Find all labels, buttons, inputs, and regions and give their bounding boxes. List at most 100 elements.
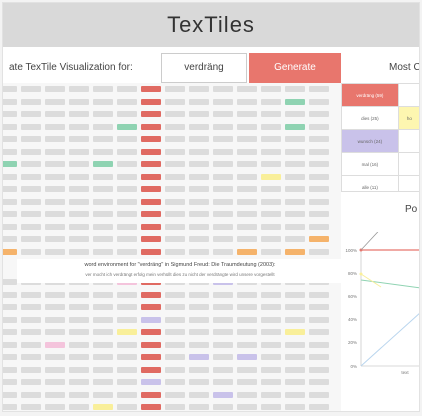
- word-tile[interactable]: [117, 123, 137, 130]
- word-tile[interactable]: [237, 86, 257, 92]
- word-tile[interactable]: [21, 223, 41, 230]
- word-tile[interactable]: [117, 341, 137, 348]
- word-tile[interactable]: [93, 98, 113, 105]
- word-tile[interactable]: [285, 223, 305, 230]
- word-tile[interactable]: [93, 341, 113, 348]
- word-tile[interactable]: [213, 173, 233, 180]
- word-tile[interactable]: [93, 136, 113, 142]
- table-cell[interactable]: verdräng (59): [341, 83, 399, 107]
- word-tile[interactable]: [285, 136, 305, 142]
- word-tile[interactable]: [237, 186, 257, 192]
- table-row[interactable]: verdräng (59): [341, 83, 419, 107]
- word-tile[interactable]: [189, 161, 209, 167]
- word-tile[interactable]: [309, 379, 329, 385]
- word-tile[interactable]: [21, 186, 41, 192]
- keyword-tile[interactable]: [141, 148, 161, 155]
- word-tile[interactable]: [3, 404, 17, 410]
- word-tile[interactable]: [45, 111, 65, 117]
- word-tile[interactable]: [213, 366, 233, 373]
- word-tile[interactable]: [165, 379, 185, 385]
- word-tile[interactable]: [285, 248, 305, 255]
- word-tile[interactable]: [213, 148, 233, 155]
- word-tile[interactable]: [285, 111, 305, 117]
- word-tile[interactable]: [3, 136, 17, 142]
- word-tile[interactable]: [261, 98, 281, 105]
- word-tile[interactable]: [213, 111, 233, 117]
- word-tile[interactable]: [261, 379, 281, 385]
- word-tile[interactable]: [165, 304, 185, 310]
- word-tile[interactable]: [165, 111, 185, 117]
- word-tile[interactable]: [189, 304, 209, 310]
- word-tile[interactable]: [117, 186, 137, 192]
- word-tile[interactable]: [189, 379, 209, 385]
- word-tile[interactable]: [3, 173, 17, 180]
- keyword-tile[interactable]: [141, 223, 161, 230]
- word-tile[interactable]: [117, 98, 137, 105]
- word-tile[interactable]: [189, 391, 209, 398]
- word-tile[interactable]: [261, 186, 281, 192]
- word-tile[interactable]: [21, 148, 41, 155]
- keyword-tile[interactable]: [141, 248, 161, 255]
- keyword-tile[interactable]: [141, 316, 161, 323]
- word-tile[interactable]: [93, 391, 113, 398]
- word-tile[interactable]: [237, 236, 257, 242]
- word-tile[interactable]: [237, 111, 257, 117]
- word-tile[interactable]: [285, 161, 305, 167]
- word-tile[interactable]: [117, 304, 137, 310]
- word-tile[interactable]: [69, 148, 89, 155]
- word-tile[interactable]: [117, 291, 137, 298]
- word-tile[interactable]: [261, 198, 281, 205]
- word-tile[interactable]: [3, 223, 17, 230]
- word-tile[interactable]: [69, 211, 89, 217]
- word-tile[interactable]: [237, 354, 257, 360]
- word-tile[interactable]: [45, 186, 65, 192]
- word-tile[interactable]: [213, 98, 233, 105]
- keyword-tile[interactable]: [141, 379, 161, 385]
- word-tile[interactable]: [165, 366, 185, 373]
- keyword-tile[interactable]: [141, 136, 161, 142]
- word-tile[interactable]: [189, 186, 209, 192]
- word-tile[interactable]: [117, 316, 137, 323]
- word-tile[interactable]: [309, 341, 329, 348]
- word-tile[interactable]: [261, 173, 281, 180]
- word-tile[interactable]: [309, 161, 329, 167]
- word-tile[interactable]: [93, 86, 113, 92]
- word-tile[interactable]: [21, 341, 41, 348]
- word-tile[interactable]: [309, 148, 329, 155]
- keyword-tile[interactable]: [141, 291, 161, 298]
- word-tile[interactable]: [93, 211, 113, 217]
- word-tile[interactable]: [213, 304, 233, 310]
- word-tile[interactable]: [45, 161, 65, 167]
- word-tile[interactable]: [213, 316, 233, 323]
- word-tile[interactable]: [309, 123, 329, 130]
- word-input[interactable]: verdräng: [161, 53, 247, 83]
- keyword-tile[interactable]: [141, 329, 161, 335]
- word-tile[interactable]: [189, 211, 209, 217]
- word-tile[interactable]: [93, 316, 113, 323]
- word-tile[interactable]: [189, 341, 209, 348]
- word-tile[interactable]: [165, 329, 185, 335]
- word-tile[interactable]: [213, 198, 233, 205]
- word-tile[interactable]: [213, 123, 233, 130]
- word-tile[interactable]: [21, 123, 41, 130]
- word-tile[interactable]: [21, 236, 41, 242]
- word-tile[interactable]: [117, 136, 137, 142]
- keyword-tile[interactable]: [141, 304, 161, 310]
- word-tile[interactable]: [237, 404, 257, 410]
- word-tile[interactable]: [189, 198, 209, 205]
- word-tile[interactable]: [261, 291, 281, 298]
- word-tile[interactable]: [213, 391, 233, 398]
- word-tile[interactable]: [21, 391, 41, 398]
- word-tile[interactable]: [237, 223, 257, 230]
- word-tile[interactable]: [261, 136, 281, 142]
- word-tile[interactable]: [261, 404, 281, 410]
- word-tile[interactable]: [261, 329, 281, 335]
- word-tile[interactable]: [189, 354, 209, 360]
- word-tile[interactable]: [3, 279, 17, 285]
- word-tile[interactable]: [213, 248, 233, 255]
- word-tile[interactable]: [93, 236, 113, 242]
- word-tile[interactable]: [213, 404, 233, 410]
- word-tile[interactable]: [261, 236, 281, 242]
- word-tile[interactable]: [309, 186, 329, 192]
- word-tile[interactable]: [165, 404, 185, 410]
